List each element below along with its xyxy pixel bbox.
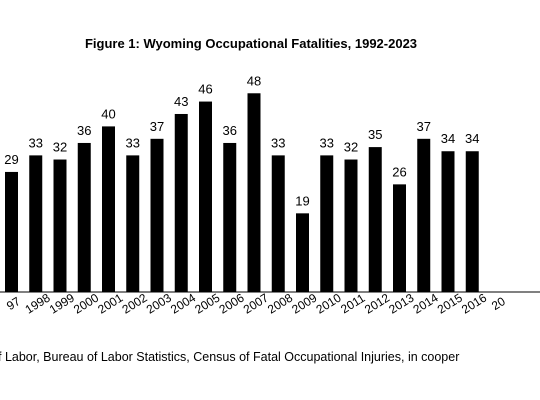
value-label-2004: 43 (174, 94, 188, 109)
value-label-2005: 46 (198, 82, 212, 97)
bar-2000 (77, 142, 91, 292)
value-label-2003: 37 (150, 119, 164, 134)
bar-2013 (393, 184, 406, 292)
bar-2012 (368, 147, 382, 292)
value-label-2001: 40 (101, 106, 115, 121)
bar-1998 (29, 155, 43, 292)
value-label-2006: 36 (223, 123, 237, 138)
bar-2005 (199, 101, 212, 292)
value-label-2012: 35 (368, 127, 382, 142)
bar-2007 (247, 93, 261, 292)
value-label-2002: 33 (126, 135, 140, 150)
x-tick-label-2016: 2016 (459, 290, 489, 316)
value-label-2015: 34 (441, 131, 455, 146)
value-label-2014: 37 (417, 119, 431, 134)
bar-2004 (174, 113, 188, 292)
value-labels-group: 29 33 32 36 40 33 37 43 46 36 48 33 19 33 32 35 26 37 34 34 (4, 73, 479, 208)
bar-2016 (465, 151, 479, 292)
bar-1999 (53, 159, 67, 292)
value-label-2008: 33 (271, 135, 285, 150)
value-label-1999: 32 (53, 140, 67, 155)
source-note: f Labor, Bureau of Labor Statistics, Cen… (0, 350, 459, 364)
value-label-2011: 32 (344, 140, 358, 155)
bars-group (5, 93, 479, 293)
value-label-1998: 33 (29, 135, 43, 150)
bar-2003 (150, 138, 164, 292)
value-label-2000: 36 (77, 123, 91, 138)
bar-2001 (102, 126, 115, 293)
value-label-2016: 34 (465, 131, 479, 146)
bar-2009 (296, 213, 309, 292)
bar-2011 (344, 159, 358, 292)
bar-2010 (320, 155, 334, 292)
chart-title: Figure 1: Wyoming Occupational Fatalitie… (85, 36, 417, 51)
bar-2008 (271, 155, 285, 292)
value-label-2007: 48 (247, 73, 261, 88)
value-label-2013: 26 (392, 164, 406, 179)
bar-1997 (5, 171, 18, 292)
bar-2002 (126, 155, 140, 292)
value-label-2009: 19 (295, 193, 309, 208)
bar-2014 (417, 138, 431, 292)
x-tick-label-20: 20 (489, 294, 508, 313)
value-label-2010: 33 (320, 135, 334, 150)
bar-2006 (223, 142, 237, 292)
bar-2015 (441, 151, 455, 292)
value-label-1997: 29 (4, 152, 18, 167)
x-tick-labels-group: 97 19981999200020012002200320042005200620… (4, 290, 508, 316)
x-tick-label-1997: 97 (4, 294, 23, 313)
